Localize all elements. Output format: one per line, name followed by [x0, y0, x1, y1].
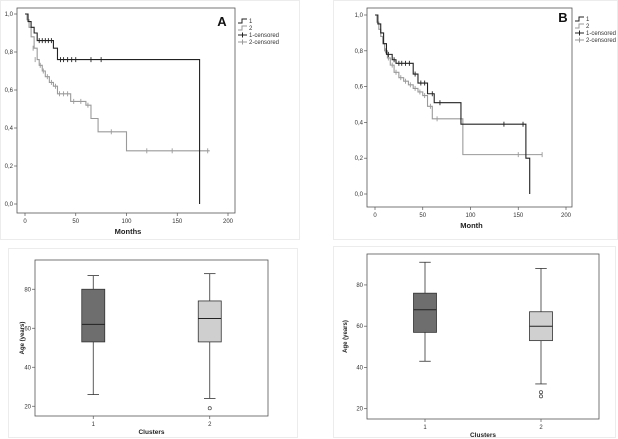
- plot-frame: [34, 259, 269, 417]
- y-tick-label: 0,6: [355, 85, 364, 91]
- y-tick-label: 1,0: [5, 12, 14, 18]
- x-axis-title: Clusters: [470, 432, 496, 439]
- y-axis-title: Age (years): [343, 320, 349, 353]
- km-panel-a: 0,0 0,2 0,4 0,6 0,8 1,0 0 50 100 150 200 Months A 1 2 1…: [0, 0, 300, 240]
- survival-curve-1: [25, 13, 201, 204]
- km-chart-b: 0,0 0,2 0,4 0,6 0,8 1,0 0 50 100 150 200 Month B 121-…: [355, 7, 616, 230]
- x-tick-label: 150: [513, 213, 524, 219]
- y-tick-label: 20: [356, 407, 363, 413]
- legend-entry-text: 1-censored: [249, 33, 279, 39]
- outlier-point-2: [539, 394, 543, 399]
- y-tick-label: 60: [24, 326, 31, 332]
- x-tick-label: 200: [561, 213, 572, 219]
- iqr-box-1: [81, 288, 106, 343]
- x-tick-label: 100: [121, 219, 132, 225]
- iqr-box-2: [197, 300, 222, 343]
- y-tick-label: 0,6: [5, 88, 14, 94]
- outlier-point-2: [539, 390, 543, 395]
- x-tick-label: 0: [23, 219, 27, 225]
- y-tick-label: 0,8: [355, 49, 364, 55]
- x-tick-label: 1: [423, 425, 427, 431]
- boxplot-chart-d: 20 40 60 80 Age (years) Clusters 1 2: [343, 253, 600, 439]
- km-chart-a: 0,0 0,2 0,4 0,6 0,8 1,0 0 50 100 150 200 Months A 121…: [5, 7, 279, 236]
- y-tick-label: 60: [356, 324, 363, 330]
- x-tick-label: 150: [172, 219, 183, 225]
- plot-frame: [366, 7, 573, 208]
- boxplot-chart-c: 20 40 60 80 Age (years) Clusters 1 2: [20, 259, 269, 436]
- legend-swatch: [575, 16, 584, 22]
- survival-curve-2: [25, 13, 210, 152]
- x-tick-label: 0: [373, 213, 377, 219]
- x-axis-title: Clusters: [138, 429, 164, 436]
- y-tick-label: 40: [24, 365, 31, 371]
- legend-entry-text: 2-censored: [586, 38, 616, 44]
- y-tick-label: 1,0: [355, 13, 364, 19]
- y-tick-label: 20: [24, 404, 31, 410]
- legend-entry-text: 1-censored: [586, 31, 616, 37]
- y-tick-label: 0,8: [5, 50, 14, 56]
- legend-entry-text: 2: [249, 26, 253, 32]
- legend-swatch: [238, 25, 247, 31]
- legend-entry-text: 2: [586, 24, 590, 30]
- legend-entry-text: 1: [249, 19, 253, 25]
- survival-curve-2: [375, 14, 543, 156]
- plot-frame: [366, 253, 600, 420]
- x-tick-label: 200: [223, 219, 234, 225]
- iqr-box-1: [413, 292, 437, 333]
- legend-swatch: [575, 23, 584, 29]
- y-tick-label: 0,0: [5, 202, 14, 208]
- x-tick-label: 1: [92, 422, 96, 428]
- y-tick-label: 80: [356, 283, 363, 289]
- y-tick-label: 0,2: [5, 164, 14, 170]
- x-tick-label: 2: [208, 422, 212, 428]
- x-tick-label: 50: [72, 219, 79, 225]
- y-tick-label: 0,4: [5, 126, 14, 132]
- y-tick-label: 0,4: [355, 120, 364, 126]
- x-tick-label: 50: [419, 213, 426, 219]
- legend-swatch: [238, 18, 247, 24]
- km-panel-b: 0,0 0,2 0,4 0,6 0,8 1,0 0 50 100 150 200 Month B 1 2 1-…: [333, 0, 618, 240]
- y-tick-label: 0,2: [355, 156, 364, 162]
- legend-entry-text: 2-censored: [249, 40, 279, 46]
- boxplot-panel-c: 20 40 60 80 Age (years) Clusters 1 2: [8, 248, 298, 438]
- boxplot-panel-d: 20 40 60 80 Age (years) Clusters 1 2: [333, 246, 616, 439]
- x-tick-label: 100: [465, 213, 476, 219]
- plot-frame: [16, 7, 236, 214]
- panel-letter: B: [558, 10, 567, 25]
- y-tick-label: 0,0: [355, 192, 364, 198]
- outlier-point-2: [207, 406, 212, 411]
- legend-entry-text: 1: [586, 17, 590, 23]
- x-tick-label: 2: [539, 425, 543, 431]
- x-axis-title: Month: [460, 221, 483, 230]
- survival-curve-1: [375, 14, 531, 194]
- y-tick-label: 40: [356, 365, 363, 371]
- y-axis-title: Age (years): [20, 322, 26, 355]
- y-tick-label: 80: [24, 287, 31, 293]
- x-axis-title: Months: [115, 227, 142, 236]
- panel-letter: A: [217, 14, 227, 29]
